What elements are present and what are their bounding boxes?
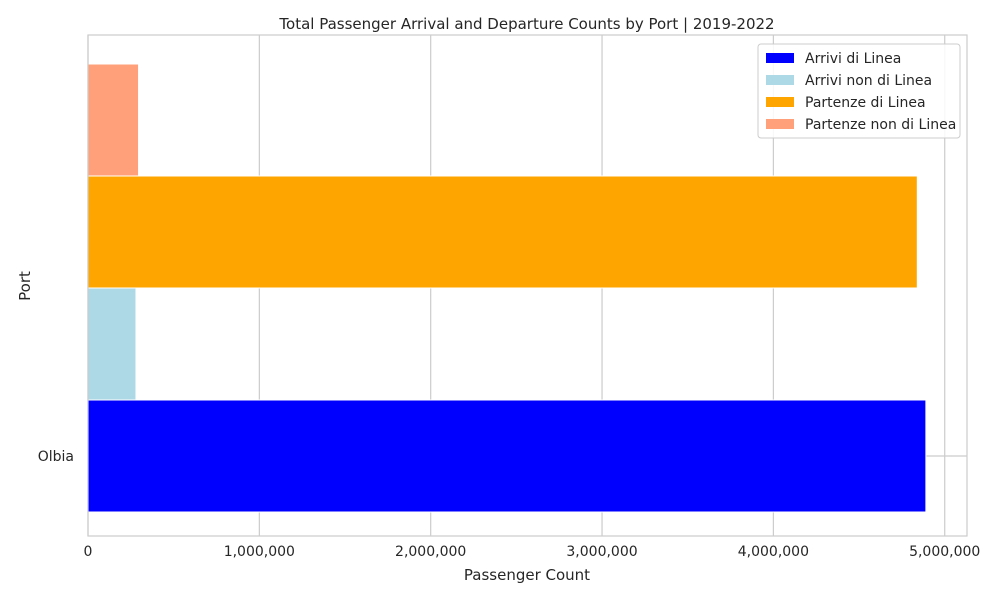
- bar-partenze-non-di-linea: [87, 63, 140, 177]
- x-tick-label: 4,000,000: [738, 544, 809, 560]
- x-tick-label: 3,000,000: [566, 544, 637, 560]
- legend-swatch: [766, 75, 794, 85]
- bar-partenze-di-linea: [87, 175, 918, 289]
- legend-swatch: [766, 119, 794, 129]
- x-axis-label: Passenger Count: [464, 566, 590, 584]
- bar-arrivi-di-linea: [87, 399, 927, 513]
- bars: [87, 63, 927, 513]
- legend-swatch: [766, 97, 794, 107]
- chart-title: Total Passenger Arrival and Departure Co…: [278, 15, 774, 33]
- x-tick-label: 5,000,000: [909, 544, 980, 560]
- legend: Arrivi di Linea Arrivi non di Linea Parten…: [757, 43, 961, 139]
- legend-label: Partenze non di Linea: [805, 117, 956, 133]
- plot-frame: [87, 34, 968, 537]
- legend-swatch: [766, 53, 794, 63]
- tick-labels: 0 1,000,000 2,000,000 3,000,000 4,000,000 5,0…: [38, 449, 981, 560]
- y-tick-label: Olbia: [38, 449, 74, 465]
- legend-box: [757, 43, 961, 139]
- legend-label: Arrivi di Linea: [805, 51, 901, 67]
- legend-label: Partenze di Linea: [805, 95, 926, 111]
- legend-label: Arrivi non di Linea: [805, 73, 932, 89]
- x-tick-label: 0: [84, 544, 93, 560]
- x-tick-label: 1,000,000: [224, 544, 295, 560]
- y-axis-label: Port: [16, 271, 34, 301]
- x-tick-label: 2,000,000: [395, 544, 466, 560]
- bar-arrivi-non-di-linea: [87, 287, 137, 401]
